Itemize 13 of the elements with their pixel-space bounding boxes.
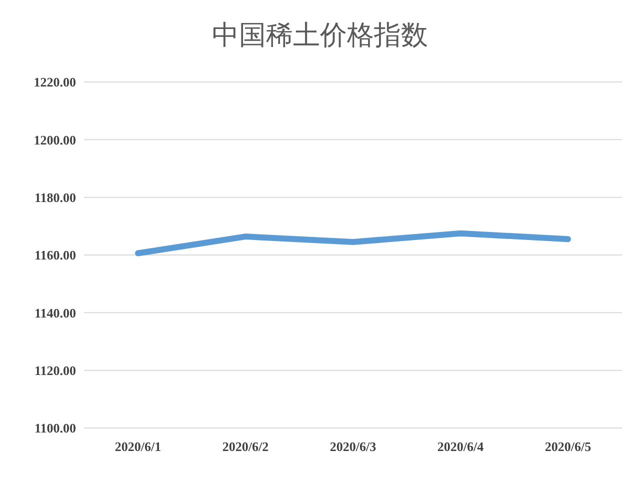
x-tick-label: 2020/6/2 xyxy=(222,439,269,454)
x-tick-label: 2020/6/4 xyxy=(437,439,484,454)
x-tick-label: 2020/6/5 xyxy=(544,439,592,454)
x-tick-label: 2020/6/3 xyxy=(330,439,377,454)
y-tick-label: 1220.00 xyxy=(34,74,76,90)
y-tick-label: 1160.00 xyxy=(34,248,76,263)
chart-title: 中国稀土价格指数 xyxy=(211,19,429,53)
y-tick-label: 1100.00 xyxy=(34,420,76,436)
y-tick-label: 1120.00 xyxy=(34,362,76,378)
y-tick-label: 1140.00 xyxy=(34,305,76,320)
x-tick-label: 2020/6/1 xyxy=(114,439,162,454)
y-tick-label: 1200.00 xyxy=(34,132,76,148)
y-tick-label: 1180.00 xyxy=(34,190,76,205)
